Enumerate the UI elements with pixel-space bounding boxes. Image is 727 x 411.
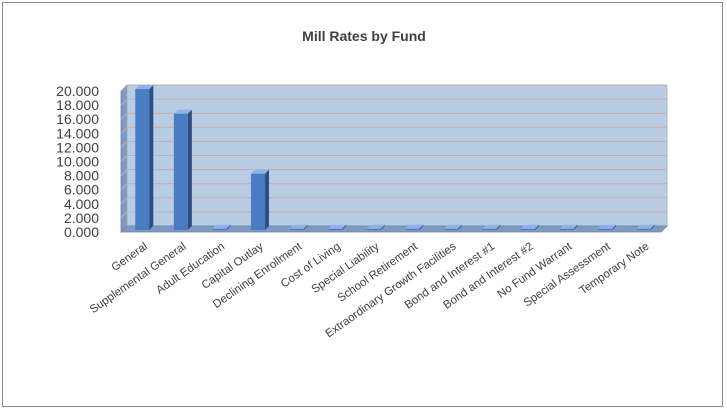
bar xyxy=(559,224,578,230)
bar-front xyxy=(521,228,535,230)
chart-svg: Mill Rates by Fund 0.0002.0004.0006.0008… xyxy=(56,28,668,340)
bar-front xyxy=(598,228,613,230)
bar-top xyxy=(443,224,462,229)
bar-top xyxy=(405,224,424,229)
bar xyxy=(636,224,655,230)
y-tick-label: 4.000 xyxy=(64,196,99,212)
bar-top xyxy=(173,109,192,114)
bar-side xyxy=(650,224,655,230)
y-tick-label: 14.000 xyxy=(56,125,99,141)
chart-area: Mill Rates by Fund 0.000 2.000 4.000 6.000 8… xyxy=(2,2,723,407)
gridline-side xyxy=(120,141,128,148)
bar-side xyxy=(612,224,617,230)
gridline-side xyxy=(120,155,128,162)
bar xyxy=(366,224,385,230)
bar-side xyxy=(265,169,269,230)
gridline-side xyxy=(120,98,128,106)
gridline-side xyxy=(120,169,128,176)
bar-top xyxy=(212,224,231,229)
gridline-side xyxy=(120,84,128,92)
bar-side xyxy=(226,224,231,230)
bar xyxy=(405,224,424,230)
bar-top xyxy=(559,224,578,229)
bar-top xyxy=(482,224,501,229)
bar xyxy=(443,224,462,230)
bar-top xyxy=(366,224,385,229)
bar-side xyxy=(149,85,154,230)
bar-side xyxy=(419,224,424,230)
bar-side xyxy=(535,224,539,230)
bars xyxy=(135,85,655,230)
bar xyxy=(173,109,192,230)
bar-front xyxy=(636,228,651,230)
bar-side xyxy=(342,224,347,230)
bar-front xyxy=(135,89,150,230)
gridlines xyxy=(120,84,667,219)
bar-side xyxy=(457,224,462,230)
y-tick-label: 10.000 xyxy=(56,154,99,170)
bar-front xyxy=(482,228,497,230)
bar xyxy=(212,224,231,230)
gridline-side xyxy=(120,126,128,134)
bar-top xyxy=(598,224,617,229)
plot-walls xyxy=(120,84,668,233)
bar-front xyxy=(443,228,458,230)
y-tick-label: 20.000 xyxy=(56,83,99,99)
y-axis: 0.0002.0004.0006.0008.00010.00012.00014.… xyxy=(56,83,99,240)
bar xyxy=(289,224,308,230)
gridline-side xyxy=(120,197,128,205)
bar-front xyxy=(251,173,265,230)
chart-title: Mill Rates by Fund xyxy=(302,28,426,44)
bar-top xyxy=(521,224,539,229)
bar-front xyxy=(405,228,420,230)
bar xyxy=(328,224,347,230)
bar xyxy=(135,85,154,230)
y-tick-label: 8.000 xyxy=(64,168,99,184)
bar xyxy=(598,224,617,230)
x-tick-label: Adult Education xyxy=(154,241,227,297)
bar-side xyxy=(380,224,385,230)
bar-top xyxy=(636,224,655,229)
bar xyxy=(251,169,269,230)
bar-front xyxy=(173,113,188,230)
bar xyxy=(482,224,501,230)
y-tick-label: 0.000 xyxy=(64,224,99,240)
x-tick-label: Temporary Note xyxy=(578,241,652,298)
y-tick-label: 12.000 xyxy=(56,139,99,155)
bar-front xyxy=(289,228,304,230)
floor xyxy=(120,225,668,233)
y-tick-label: 6.000 xyxy=(64,182,99,198)
y-tick-label: 2.000 xyxy=(64,210,99,226)
bar-side xyxy=(303,224,308,230)
y-tick-label: 16.000 xyxy=(56,111,99,127)
bar-side xyxy=(573,224,578,230)
gridline-side xyxy=(120,211,128,219)
bar-top xyxy=(251,169,269,174)
bar-top xyxy=(135,85,154,89)
bar-top xyxy=(289,224,308,229)
gridline-side xyxy=(120,183,128,191)
bar xyxy=(521,224,539,230)
bar-front xyxy=(328,228,343,230)
bar-front xyxy=(559,228,574,230)
bar-top xyxy=(328,224,347,229)
bar-side xyxy=(496,224,501,230)
bar-side xyxy=(187,109,192,230)
y-tick-label: 18.000 xyxy=(56,97,99,113)
gridline-side xyxy=(120,112,128,120)
bar-front xyxy=(366,228,381,230)
bar-front xyxy=(212,228,227,230)
